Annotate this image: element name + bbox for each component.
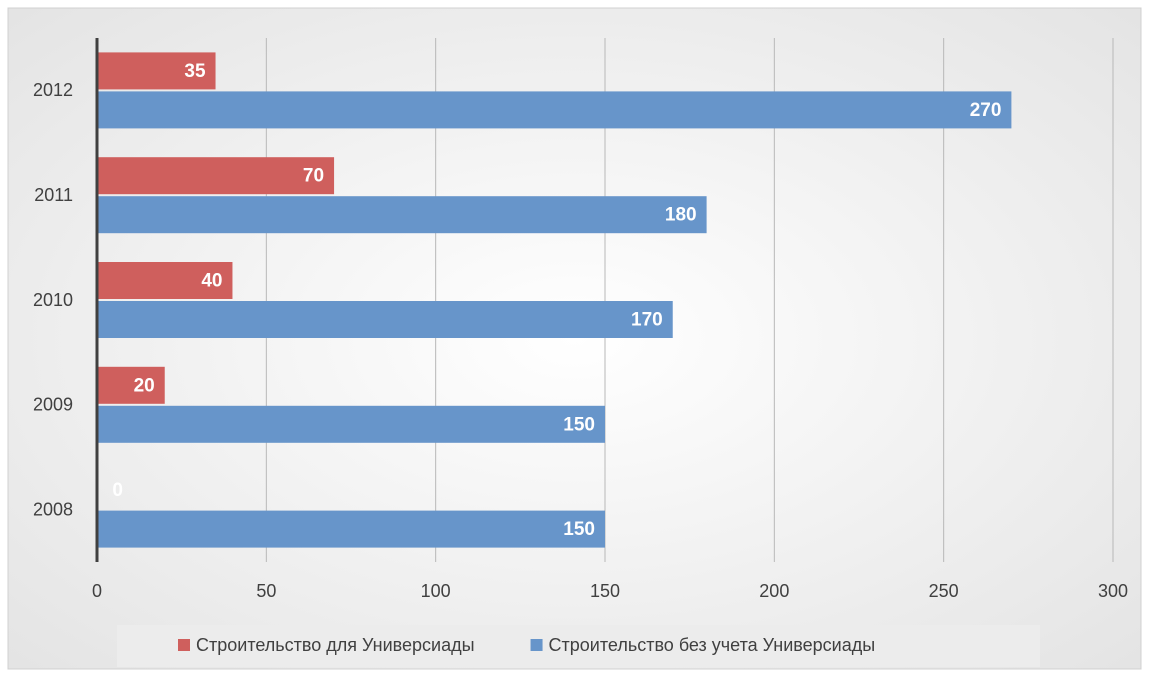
y-tick-label: 2011	[34, 185, 73, 205]
legend-label: Строительство без учета Универсиады	[549, 635, 876, 655]
data-label: 180	[665, 205, 697, 226]
data-label: 20	[134, 375, 155, 396]
x-tick-label: 100	[421, 581, 451, 601]
legend-box	[117, 625, 1040, 667]
legend-swatch	[530, 639, 543, 651]
y-tick-label: 2009	[33, 395, 73, 415]
bar	[97, 91, 1012, 129]
data-label: 150	[563, 414, 595, 435]
x-tick-label: 0	[92, 581, 102, 601]
data-label: 40	[201, 271, 222, 292]
x-tick-label: 50	[256, 581, 276, 601]
x-tick-label: 250	[929, 581, 959, 601]
x-tick-label: 300	[1098, 581, 1128, 601]
data-label: 170	[631, 310, 663, 331]
x-tick-label: 200	[759, 581, 789, 601]
y-tick-label: 2010	[33, 290, 73, 310]
legend-label: Строительство для Универсиады	[196, 635, 475, 655]
bar	[97, 301, 673, 338]
data-label: 70	[303, 166, 324, 187]
x-tick-label: 150	[590, 581, 620, 601]
bar	[97, 510, 605, 548]
bar	[97, 196, 707, 234]
bar	[97, 157, 335, 195]
data-label: 270	[970, 100, 1002, 121]
bar	[97, 262, 233, 299]
data-label: 150	[563, 519, 595, 540]
data-label: 0	[112, 480, 123, 501]
y-tick-label: 2012	[33, 80, 73, 100]
data-label: 35	[184, 61, 206, 82]
bar	[97, 405, 605, 443]
bar	[97, 52, 216, 90]
bar	[97, 366, 165, 404]
y-tick-label: 2008	[33, 499, 73, 519]
legend-swatch	[178, 639, 190, 651]
